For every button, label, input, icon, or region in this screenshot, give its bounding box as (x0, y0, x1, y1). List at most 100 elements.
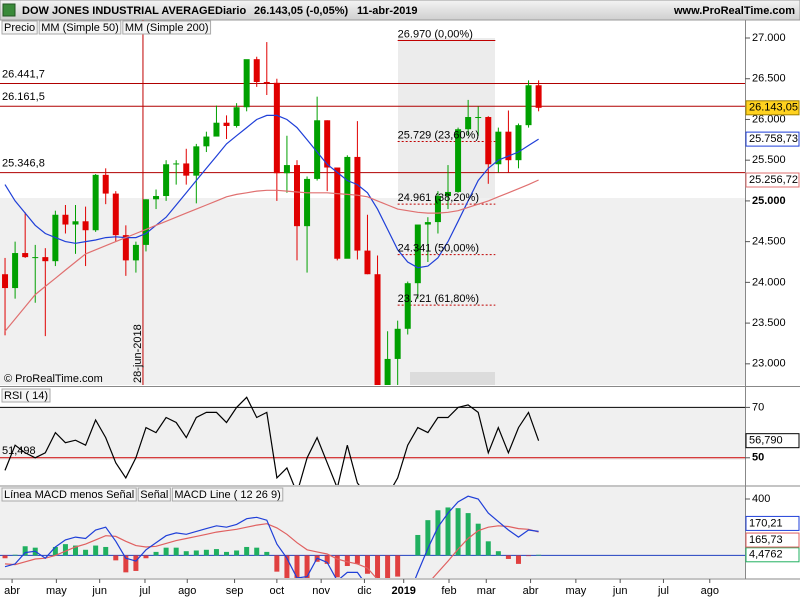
legend-entry[interactable]: Precio (4, 22, 35, 34)
histogram-bar (495, 551, 501, 556)
legend-box[interactable] (122, 20, 212, 35)
candle-body (273, 82, 280, 174)
last-value-box (745, 532, 800, 548)
header-icon[interactable] (2, 3, 16, 17)
candle-body (485, 117, 492, 165)
legend-entry[interactable]: Señal (140, 489, 168, 501)
candle-body (142, 199, 149, 245)
candle-body (193, 146, 200, 176)
histogram-bar (203, 549, 209, 556)
cursor-label: 51,498 (2, 445, 36, 457)
candle-body (12, 253, 19, 289)
histogram-bar (375, 555, 381, 578)
candle-body (213, 122, 220, 137)
histogram-bar (123, 555, 129, 573)
price-band (0, 198, 745, 385)
candle-body (304, 178, 311, 227)
candle-body (253, 59, 260, 82)
last-value-label: 165,73 (749, 534, 783, 546)
candle-body (535, 85, 542, 108)
last-value-label: 4,4762 (749, 549, 783, 561)
legend-entry[interactable]: Línea MACD menos Señal (4, 489, 134, 501)
x-tick-label: feb (441, 585, 456, 597)
header-date: 11-abr-2019 (357, 5, 418, 17)
level-label: 25.346,8 (2, 158, 45, 170)
y-tick-label: 24.500 (752, 236, 786, 248)
candle-body (384, 358, 391, 385)
x-tick-label: ago (701, 585, 719, 597)
histogram-bar (183, 551, 189, 556)
histogram-bar (395, 555, 401, 577)
x-tick-label: ago (178, 585, 196, 597)
header-quote: 26.143,05 (-0,05%) (254, 5, 349, 17)
histogram-bar (294, 555, 300, 578)
x-tick-label: jun (91, 585, 107, 597)
histogram-bar (425, 520, 431, 556)
histogram-bar (485, 541, 491, 556)
last-value-label: 170,21 (749, 517, 783, 529)
candle-body (163, 164, 170, 197)
candle-body (354, 156, 361, 251)
histogram-bar (304, 555, 310, 578)
series-line (4, 523, 539, 578)
fib-label: 25.729 (23,60%) (398, 129, 479, 141)
legend-box[interactable] (1, 388, 51, 403)
y-tick-label: 26.500 (752, 73, 786, 85)
legend-box[interactable] (1, 487, 137, 502)
x-tick-label: jun (612, 585, 628, 597)
x-tick-label: oct (270, 585, 285, 597)
x-tick-label: abr (4, 585, 20, 597)
candle-body (334, 167, 341, 259)
y-tick-label: 24.000 (752, 276, 786, 288)
candle-body (314, 120, 321, 179)
legend-box[interactable] (171, 487, 284, 502)
histogram-bar (193, 550, 199, 556)
candle-body (223, 122, 230, 126)
level-label: 26.441,7 (2, 68, 45, 80)
candle-body (92, 174, 99, 231)
legend-entry[interactable]: MM (Simple 200) (125, 22, 209, 34)
histogram-bar (153, 551, 159, 556)
last-value-label: 56,790 (749, 435, 783, 447)
candle-body (233, 107, 240, 126)
y-tick-label: 23.500 (752, 317, 786, 329)
candle-body (414, 224, 421, 284)
histogram-bar (324, 555, 330, 564)
histogram-bar (173, 547, 179, 556)
legend-box[interactable] (137, 487, 171, 502)
candle-body (203, 136, 210, 147)
histogram-bar (254, 547, 260, 556)
fib-label: 26.970 (0,00%) (398, 28, 473, 40)
candle-body (495, 131, 502, 165)
histogram-bar (163, 547, 169, 556)
last-value-box (745, 131, 800, 147)
header-period: Diario (215, 5, 246, 17)
candle-body (465, 117, 472, 130)
last-value-box (745, 515, 800, 531)
candle-body (102, 174, 109, 194)
candle-body (455, 129, 462, 192)
legend-box[interactable] (1, 20, 38, 35)
candle-body (72, 221, 79, 225)
y-tick-label: 50 (752, 452, 764, 464)
fib-label: 23.721 (61,80%) (398, 293, 479, 305)
candle-body (22, 253, 29, 258)
legend-entry[interactable]: MM (Simple 50) (41, 22, 119, 34)
histogram-bar (2, 555, 8, 559)
legend-box[interactable] (38, 20, 122, 35)
x-tick-label: may (46, 585, 67, 597)
series-line (4, 114, 539, 269)
header-site[interactable]: www.ProRealTime.com (673, 5, 795, 17)
watermark: © ProRealTime.com (4, 373, 103, 385)
legend-entry[interactable]: RSI ( 14) (4, 390, 48, 402)
last-price-box (745, 100, 800, 116)
candle-body (263, 81, 270, 83)
histogram-bar (62, 544, 68, 556)
x-tick-label: nov (312, 585, 330, 597)
legend-entry[interactable]: MACD Line ( 12 26 9) (174, 489, 280, 501)
y-tick-label: 400 (752, 493, 770, 505)
histogram-bar (264, 551, 270, 556)
histogram-bar (133, 555, 139, 571)
x-tick-label: jul (657, 585, 669, 597)
